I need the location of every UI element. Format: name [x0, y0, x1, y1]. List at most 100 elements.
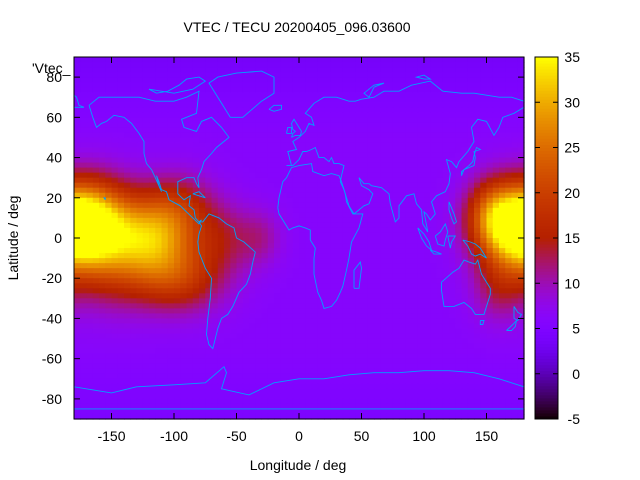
heat-cell	[330, 373, 338, 380]
heat-cell	[499, 293, 506, 299]
heat-cell	[399, 117, 406, 123]
heat-cell	[224, 288, 231, 294]
heat-cell	[405, 147, 413, 154]
heat-cell	[224, 258, 231, 264]
heat-cell	[180, 383, 188, 390]
heat-cell	[217, 182, 225, 189]
heat-cell	[230, 167, 238, 174]
heat-cell	[486, 348, 494, 355]
heat-cell	[236, 77, 244, 83]
heat-cell	[124, 87, 131, 93]
heat-cell	[461, 167, 469, 174]
heat-cell	[261, 378, 269, 385]
heat-cell	[417, 182, 425, 189]
heat-cell	[130, 303, 138, 309]
heat-cell	[92, 217, 100, 224]
heat-cell	[192, 373, 200, 380]
heat-cell	[424, 92, 431, 98]
heat-cell	[167, 137, 175, 144]
heat-cell	[92, 227, 100, 234]
heat-cell	[261, 152, 269, 159]
heat-cell	[161, 278, 169, 284]
heat-cell	[386, 202, 394, 209]
heat-cell	[199, 288, 206, 294]
heat-cell	[355, 107, 363, 113]
heat-cell	[149, 217, 156, 224]
heat-cell	[374, 192, 381, 199]
heat-cell	[99, 378, 106, 385]
heat-cell	[436, 87, 444, 93]
heat-cell	[211, 152, 219, 159]
heat-cell	[374, 323, 381, 330]
heat-cell	[286, 202, 294, 209]
heat-cell	[267, 373, 275, 380]
heat-cell	[74, 162, 81, 169]
heat-cell	[392, 117, 400, 123]
heat-cell	[411, 97, 419, 103]
heat-cell	[167, 368, 175, 375]
heat-cell	[405, 358, 413, 365]
heat-cell	[436, 328, 444, 335]
heat-cell	[192, 263, 200, 269]
heat-cell	[436, 207, 444, 214]
heat-cell	[349, 318, 356, 325]
heat-cell	[511, 378, 519, 385]
heat-cell	[136, 57, 144, 63]
heat-cell	[142, 232, 150, 239]
heat-cell	[124, 97, 131, 103]
heat-cell	[330, 97, 338, 103]
heat-cell	[467, 323, 475, 330]
heat-cell	[324, 207, 331, 214]
heat-cell	[255, 353, 263, 360]
heat-cell	[249, 293, 256, 299]
heat-cell	[474, 393, 481, 400]
heat-cell	[380, 398, 388, 405]
heat-cell	[130, 403, 138, 410]
heat-cell	[436, 263, 444, 269]
heat-cell	[305, 227, 313, 234]
heat-cell	[286, 227, 294, 234]
heat-cell	[249, 202, 256, 209]
heat-cell	[111, 187, 119, 194]
heat-cell	[517, 67, 525, 73]
heat-cell	[405, 137, 413, 144]
heat-cell	[249, 207, 256, 214]
heat-cell	[261, 172, 269, 179]
heat-cell	[230, 283, 238, 289]
heat-cell	[467, 388, 475, 395]
heat-cell	[461, 378, 469, 385]
heat-cell	[236, 227, 244, 234]
heat-cell	[199, 333, 206, 340]
heat-cell	[336, 117, 344, 123]
heat-cell	[242, 232, 250, 239]
heat-cell	[417, 157, 425, 164]
heat-cell	[161, 393, 169, 400]
heat-cell	[136, 157, 144, 164]
heat-cell	[174, 102, 181, 108]
heat-cell	[499, 117, 506, 123]
heat-cell	[92, 122, 100, 128]
heat-cell	[386, 278, 394, 284]
heat-cell	[174, 117, 181, 123]
heat-cell	[342, 368, 350, 375]
heat-cell	[499, 152, 506, 159]
heat-cell	[136, 303, 144, 309]
heat-cell	[80, 227, 88, 234]
heat-cell	[99, 182, 106, 189]
heat-cell	[80, 303, 88, 309]
heat-cell	[417, 253, 425, 259]
heat-cell	[442, 117, 450, 123]
heat-cell	[267, 212, 275, 219]
heat-cell	[205, 273, 213, 279]
heat-cell	[74, 258, 81, 264]
heat-cell	[224, 207, 231, 214]
heat-cell	[299, 222, 306, 229]
heat-cell	[274, 333, 281, 340]
heat-cell	[192, 383, 200, 390]
heat-cell	[130, 248, 138, 254]
heat-cell	[299, 293, 306, 299]
heat-cell	[86, 308, 94, 315]
heat-cell	[186, 102, 194, 108]
heat-cell	[230, 258, 238, 264]
heat-cell	[305, 243, 313, 249]
